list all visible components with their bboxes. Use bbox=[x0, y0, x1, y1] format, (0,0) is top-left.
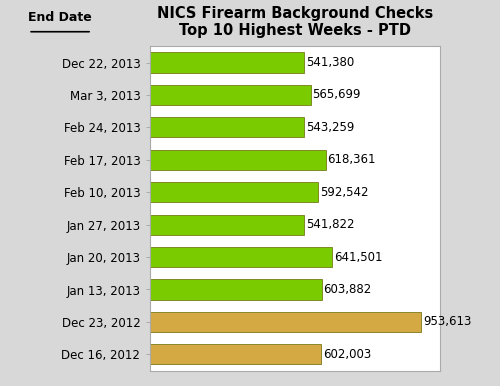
Bar bbox=[150, 52, 304, 73]
Bar bbox=[150, 150, 326, 170]
Bar bbox=[150, 344, 321, 364]
Text: 565,699: 565,699 bbox=[312, 88, 361, 102]
Text: 641,501: 641,501 bbox=[334, 251, 382, 264]
Bar bbox=[150, 247, 332, 267]
Bar bbox=[150, 279, 322, 300]
Text: 953,613: 953,613 bbox=[423, 315, 471, 328]
Text: 592,542: 592,542 bbox=[320, 186, 368, 199]
Title: NICS Firearm Background Checks
Top 10 Highest Weeks - PTD: NICS Firearm Background Checks Top 10 Hi… bbox=[157, 6, 433, 38]
Text: 618,361: 618,361 bbox=[328, 153, 376, 166]
Bar bbox=[150, 85, 311, 105]
Bar bbox=[150, 312, 421, 332]
Text: End Date: End Date bbox=[28, 11, 92, 24]
Bar bbox=[150, 117, 304, 137]
Text: 602,003: 602,003 bbox=[323, 348, 371, 361]
Text: 543,259: 543,259 bbox=[306, 121, 354, 134]
Text: 541,822: 541,822 bbox=[306, 218, 354, 231]
Text: 541,380: 541,380 bbox=[306, 56, 354, 69]
Bar bbox=[150, 182, 318, 202]
Bar bbox=[150, 215, 304, 235]
Text: 603,882: 603,882 bbox=[324, 283, 372, 296]
